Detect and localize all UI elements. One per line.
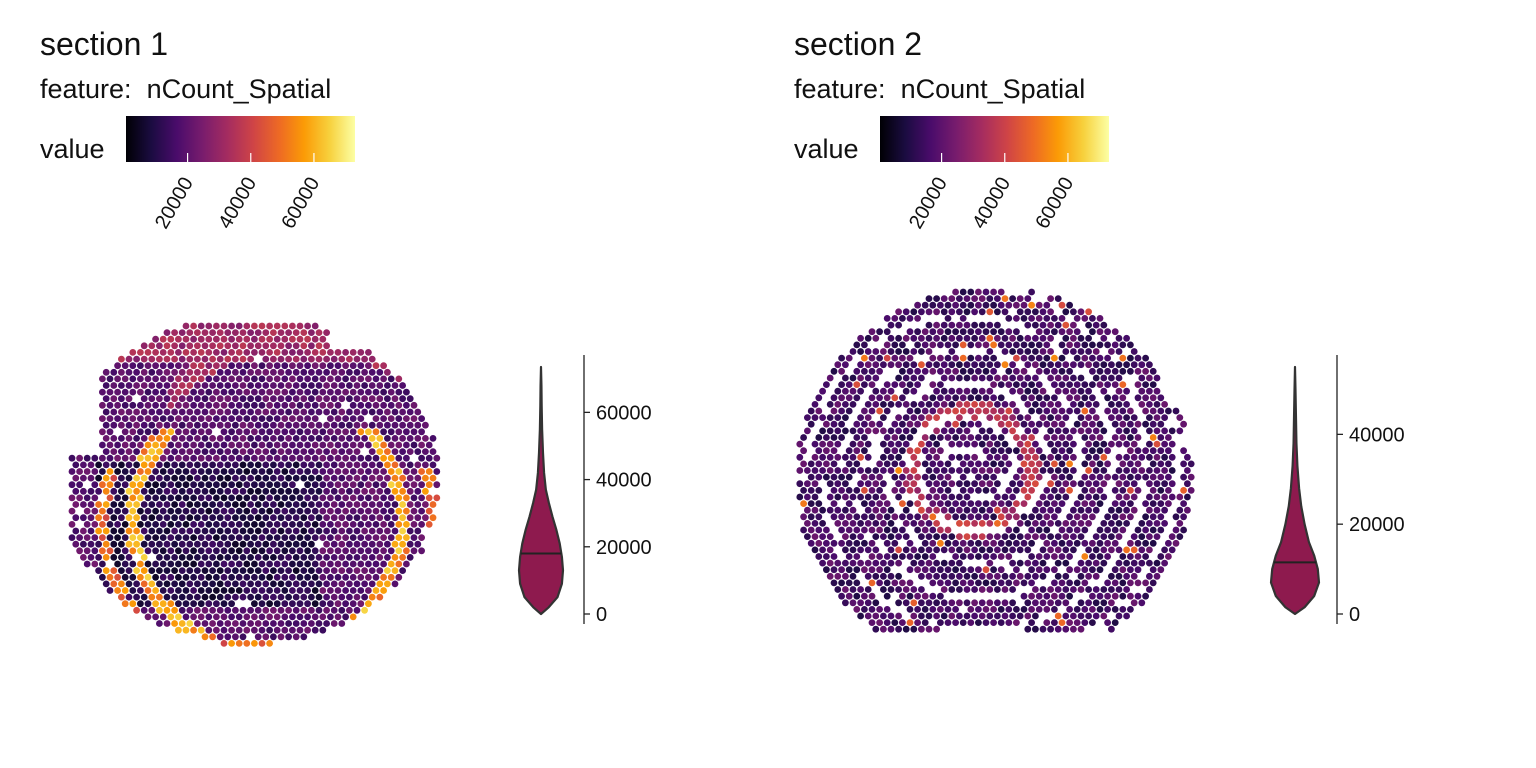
colorbar-tick-label: 20000 (905, 174, 952, 233)
violin-axis-label: 0 (1349, 604, 1360, 626)
violin-axis-label: 40000 (596, 470, 652, 492)
colorbar-tick-label: 40000 (968, 174, 1015, 233)
violin-axis-label: 20000 (596, 537, 652, 559)
section-2-subtitle: feature: nCount_Spatial (794, 74, 1086, 104)
violin-axis-label: 0 (596, 604, 607, 626)
section-1-title: section 1 (40, 26, 169, 62)
violin-shape (517, 365, 565, 616)
section-2-legend-label: value (794, 134, 859, 164)
colorbar (880, 116, 1109, 162)
section-2-spot-map (796, 288, 1195, 633)
section-2-chart: 20000 40000 60000 0 20000 40000 (796, 116, 1405, 633)
section-1-panel: section 1 feature: nCount_Spatial value … (0, 0, 760, 768)
violin-axis-label: 60000 (596, 402, 652, 424)
colorbar-tick-label: 60000 (277, 174, 324, 233)
colorbar-tick-label: 20000 (151, 174, 198, 233)
section-1-spot-map (68, 322, 441, 647)
colorbar-tick-label: 60000 (1031, 174, 1078, 233)
colorbar (126, 116, 355, 162)
colorbar-tick-label: 40000 (214, 174, 261, 233)
section-2-title: section 2 (794, 26, 923, 62)
section-1-legend-label: value (40, 134, 105, 164)
section-1-chart: 20000 40000 60000 0 20000 40000 60000 (68, 116, 652, 647)
violin-shape (1269, 365, 1321, 616)
section-1-subtitle: feature: nCount_Spatial (40, 74, 332, 104)
violin-axis-label: 40000 (1349, 424, 1405, 446)
violin-axis-label: 20000 (1349, 514, 1405, 536)
section-2-panel: section 2 feature: nCount_Spatial value … (754, 0, 1514, 768)
